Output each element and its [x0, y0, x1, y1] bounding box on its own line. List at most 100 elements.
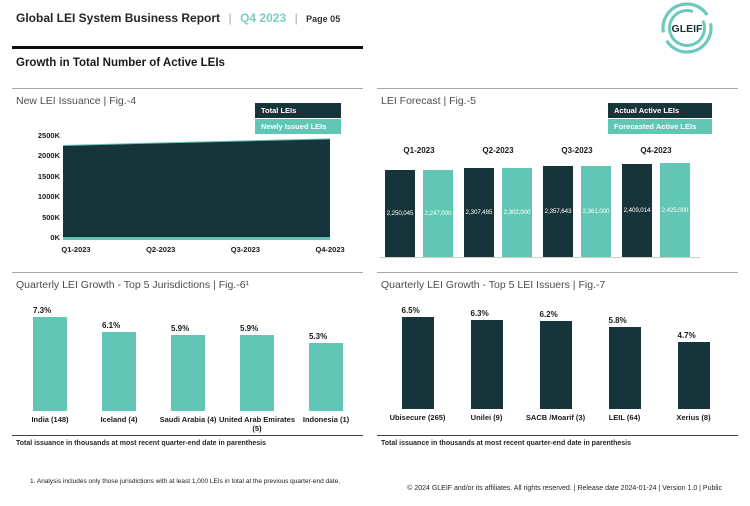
fig4-x-tick: Q4-2023 — [315, 245, 345, 254]
fig5-quarter-label: Q1-2023 — [403, 146, 435, 155]
fig4-y-tick: 1000K — [37, 192, 60, 202]
page-number: Page 05 — [306, 14, 341, 24]
fig7-bar — [539, 321, 572, 409]
fig7-value-label: 4.7% — [677, 331, 696, 341]
fig6-footnote: Total issuance in thousands at most rece… — [16, 440, 266, 447]
fig6-bar — [102, 332, 136, 411]
fig4-panel: New LEI Issuance | Fig.-4 Total LEIs Newl… — [12, 88, 363, 271]
fig6-bar-wrap: 7.3% — [33, 303, 67, 411]
fig4-legend-item: Newly Issued LEIs — [255, 119, 341, 134]
fig5-title: LEI Forecast | Fig.-5 — [381, 95, 476, 107]
fig5-bar-actual: 2,250,045 — [385, 169, 415, 257]
fig5-bar-actual: 2,409,014 — [622, 163, 652, 257]
fig4-legend: Total LEIs Newly Issued LEIs — [255, 103, 341, 135]
report-title: Global LEI System Business Report — [16, 11, 221, 25]
fig6-column: 6.1% Iceland (4) — [86, 303, 152, 433]
fig5-group: Q2-2023 2,307,485 2,302,000 — [464, 146, 532, 257]
fig4-x-tick: Q2-2023 — [146, 245, 176, 254]
fig7-value-label: 6.5% — [401, 305, 420, 315]
fig7-bar — [401, 316, 434, 409]
fig5-panel: LEI Forecast | Fig.-5 Actual Active LEIs… — [377, 88, 738, 271]
fig6-category-label: Iceland (4) — [100, 415, 138, 424]
fig5-bar-value: 2,247,000 — [424, 209, 452, 217]
fig7-column: 6.5% Ubisecure (265) — [385, 301, 450, 422]
fig6-column: 5.3% Indonesia (1) — [293, 303, 359, 433]
fig5-bar-pair: 2,357,643 2,361,000 — [543, 158, 611, 257]
fig5-bar-pair: 2,409,014 2,425,000 — [622, 158, 690, 257]
fig7-bar-chart: 6.5% Ubisecure (265) 6.3% Unilei (9) 6.2% SAC… — [385, 301, 726, 422]
fig7-category-label: Ubisecure (265) — [389, 413, 446, 422]
fig4-area-chart — [63, 135, 330, 240]
section-title: Growth in Total Number of Active LEIs — [16, 57, 225, 69]
fig6-bar-wrap: 5.3% — [309, 303, 343, 411]
fig4-y-tick: 2000K — [37, 151, 60, 161]
fig7-category-label: LEIL (64) — [608, 413, 641, 422]
fig5-quarter-label: Q4-2023 — [640, 146, 672, 155]
fig7-bar — [677, 342, 710, 409]
fig5-bar-forecast: 2,425,000 — [660, 163, 690, 257]
fig6-value-label: 5.9% — [171, 323, 190, 333]
fig4-y-tick: 1500K — [37, 171, 60, 181]
fig6-value-label: 7.3% — [33, 305, 52, 315]
fig4-title: New LEI Issuance | Fig.-4 — [16, 95, 137, 107]
header-separator: | — [294, 11, 298, 25]
fig7-column: 6.3% Unilei (9) — [454, 301, 519, 422]
fig6-category-label: Indonesia (1) — [302, 415, 350, 424]
fig5-baseline — [380, 257, 700, 258]
fig5-bar-forecast: 2,302,000 — [502, 167, 532, 257]
fig7-bar-wrap: 6.3% — [470, 301, 503, 409]
fig6-column: 5.9% United Arab Emirates (5) — [219, 303, 295, 433]
fig6-value-label: 5.9% — [240, 323, 259, 333]
fig7-column: 6.2% SACB /Moarif (3) — [523, 301, 588, 422]
fig5-bar-value: 2,357,643 — [544, 207, 572, 215]
fig4-x-axis: Q1-2023 Q2-2023 Q3-2023 Q4-2023 — [61, 245, 344, 256]
fig6-category-label: United Arab Emirates (5) — [219, 415, 295, 433]
fig5-bar-value: 2,250,045 — [386, 209, 414, 217]
fig7-value-label: 6.2% — [539, 310, 558, 319]
fig5-group: Q3-2023 2,357,643 2,361,000 — [543, 146, 611, 257]
fig7-category-label: SACB /Moarif (3) — [525, 413, 586, 422]
fig5-quarter-label: Q3-2023 — [561, 146, 593, 155]
fig7-column: 4.7% Xerius (8) — [661, 301, 726, 422]
fig4-y-tick: 2500K — [37, 131, 60, 140]
fig5-bar-forecast: 2,247,000 — [423, 169, 453, 257]
report-period: Q4 2023 — [240, 11, 287, 25]
fig7-footnote: Total issuance in thousands at most rece… — [381, 440, 631, 447]
fig6-bar — [240, 334, 274, 411]
gleif-logo-icon: GLEIF — [661, 2, 713, 54]
fig6-footnote-divider — [12, 435, 363, 436]
fig6-category-label: Saudi Arabia (4) — [159, 415, 217, 424]
fig6-bar — [171, 334, 205, 411]
fig5-bar-pair: 2,307,485 2,302,000 — [464, 158, 532, 257]
fig6-panel: Quarterly LEI Growth - Top 5 Jurisdictio… — [12, 272, 363, 451]
copyright-footer: © 2024 GLEIF and/or its affiliates. All … — [407, 485, 722, 492]
fig6-bar — [33, 316, 67, 411]
fig4-legend-item: Total LEIs — [255, 103, 341, 118]
fig6-value-label: 6.1% — [102, 321, 121, 331]
fig7-footnote-divider — [377, 435, 738, 436]
fig5-bar-actual: 2,357,643 — [543, 165, 573, 257]
fig5-bar-value: 2,307,485 — [465, 208, 493, 216]
header-separator: | — [228, 11, 232, 25]
fig7-bar-wrap: 6.2% — [539, 301, 572, 409]
fig4-y-tick: 500K — [42, 212, 60, 222]
fig5-bar-pair: 2,250,045 2,247,000 — [385, 158, 453, 257]
fig4-x-tick: Q3-2023 — [230, 245, 260, 254]
fig5-quarter-label: Q2-2023 — [482, 146, 514, 155]
fig5-group: Q4-2023 2,409,014 2,425,000 — [622, 146, 690, 257]
fig6-bar-wrap: 6.1% — [102, 303, 136, 411]
fig7-title: Quarterly LEI Growth - Top 5 LEI Issuers… — [381, 279, 606, 291]
fig5-bar-forecast: 2,361,000 — [581, 165, 611, 257]
fig6-column: 7.3% India (148) — [17, 303, 83, 433]
fig6-value-label: 5.3% — [309, 331, 328, 341]
gleif-logo-text: GLEIF — [672, 23, 704, 35]
fig7-category-label: Unilei (9) — [470, 413, 503, 422]
fig7-column: 5.8% LEIL (64) — [592, 301, 657, 422]
fig4-y-axis: 2500K 2000K 1500K 1000K 500K 0K — [20, 131, 60, 243]
fig7-value-label: 6.3% — [470, 308, 489, 318]
fig5-bar-chart: Q1-2023 2,250,045 2,247,000 Q2-2023 2,307,48… — [385, 146, 690, 257]
fig5-bar-value: 2,425,000 — [661, 206, 689, 214]
fig5-legend-item: Actual Active LEIs — [608, 103, 712, 118]
fig5-group: Q1-2023 2,250,045 2,247,000 — [385, 146, 453, 257]
